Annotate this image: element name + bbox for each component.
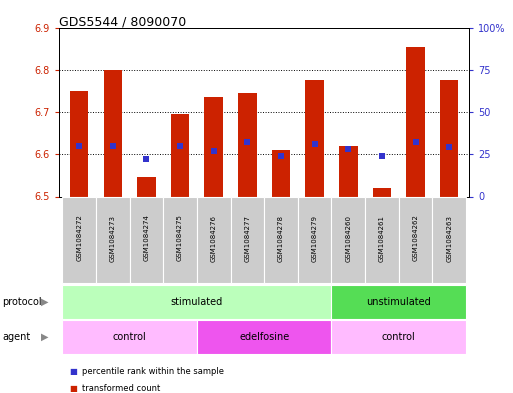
Bar xyxy=(238,93,256,196)
Text: GSM1084261: GSM1084261 xyxy=(379,215,385,261)
Bar xyxy=(63,285,331,319)
Bar xyxy=(305,80,324,196)
Text: GSM1084277: GSM1084277 xyxy=(244,215,250,261)
Text: edelfosine: edelfosine xyxy=(239,332,289,342)
Bar xyxy=(205,97,223,196)
Bar xyxy=(331,285,466,319)
Bar xyxy=(372,188,391,196)
Text: GSM1084278: GSM1084278 xyxy=(278,215,284,261)
Bar xyxy=(331,320,466,354)
Text: ▶: ▶ xyxy=(41,297,49,307)
Text: ■: ■ xyxy=(69,384,77,393)
Bar xyxy=(163,196,197,283)
Text: GSM1084279: GSM1084279 xyxy=(312,215,318,261)
Text: GSM1084260: GSM1084260 xyxy=(345,215,351,261)
Bar xyxy=(63,196,96,283)
Text: GDS5544 / 8090070: GDS5544 / 8090070 xyxy=(59,16,186,29)
Text: protocol: protocol xyxy=(3,297,42,307)
Bar xyxy=(230,196,264,283)
Text: ▶: ▶ xyxy=(41,332,49,342)
Text: GSM1084272: GSM1084272 xyxy=(76,215,82,261)
Text: control: control xyxy=(113,332,147,342)
Bar xyxy=(70,91,88,196)
Bar xyxy=(197,196,230,283)
Text: ■: ■ xyxy=(69,367,77,376)
Bar xyxy=(331,196,365,283)
Text: stimulated: stimulated xyxy=(171,297,223,307)
Bar xyxy=(264,196,298,283)
Text: GSM1084273: GSM1084273 xyxy=(110,215,116,261)
Bar xyxy=(298,196,331,283)
Text: control: control xyxy=(382,332,416,342)
Bar xyxy=(197,320,331,354)
Bar xyxy=(365,196,399,283)
Bar xyxy=(399,196,432,283)
Bar xyxy=(171,114,189,196)
Bar xyxy=(104,70,122,196)
Bar xyxy=(96,196,130,283)
Bar xyxy=(63,320,197,354)
Text: unstimulated: unstimulated xyxy=(366,297,431,307)
Text: GSM1084275: GSM1084275 xyxy=(177,215,183,261)
Bar xyxy=(130,196,163,283)
Text: GSM1084263: GSM1084263 xyxy=(446,215,452,261)
Text: transformed count: transformed count xyxy=(82,384,161,393)
Bar xyxy=(137,178,156,196)
Bar xyxy=(432,196,466,283)
Text: percentile rank within the sample: percentile rank within the sample xyxy=(82,367,224,376)
Text: GSM1084262: GSM1084262 xyxy=(412,215,419,261)
Bar xyxy=(339,146,358,196)
Text: GSM1084274: GSM1084274 xyxy=(144,215,149,261)
Text: agent: agent xyxy=(3,332,31,342)
Bar xyxy=(440,80,459,196)
Bar xyxy=(272,150,290,196)
Bar xyxy=(406,46,425,196)
Text: GSM1084276: GSM1084276 xyxy=(211,215,216,261)
